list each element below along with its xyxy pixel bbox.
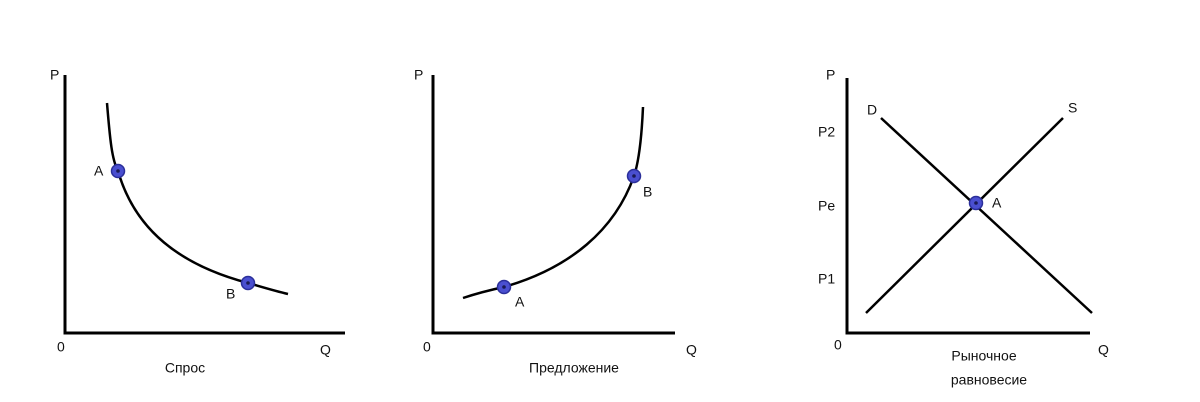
panel-title: Спрос [165, 360, 205, 376]
point-label: B [226, 286, 235, 302]
point-label: B [643, 184, 652, 200]
price-level: P1 [818, 271, 835, 287]
x-label: Q [320, 342, 331, 358]
panel-equilibrium: P 0 Q D S P2 Pe P1 A Рыночное равновесие [818, 67, 1109, 388]
price-level: Pe [818, 198, 835, 214]
x-label: Q [686, 342, 697, 358]
point-center [974, 201, 978, 205]
point-label: A [94, 163, 104, 179]
y-label: P [826, 67, 835, 83]
supply-curve [462, 106, 645, 300]
point-center [502, 285, 506, 289]
x-label: Q [1098, 342, 1109, 358]
point-label: A [992, 195, 1002, 211]
axes [431, 75, 675, 335]
point-label: A [515, 294, 525, 310]
y-label: P [414, 67, 423, 83]
supply-label: S [1068, 100, 1077, 116]
origin: 0 [57, 339, 65, 355]
panel-title: Предложение [529, 360, 619, 376]
axes [63, 75, 345, 335]
point-center [116, 169, 120, 173]
demand-curve [105, 102, 289, 296]
supply-line [865, 117, 1064, 314]
origin: 0 [834, 337, 842, 353]
demand-line [880, 117, 1093, 314]
origin: 0 [423, 339, 431, 355]
demand-label: D [867, 102, 877, 118]
point-center [246, 281, 250, 285]
panel-demand: P 0 Q A B Спрос [50, 67, 345, 376]
panel-title: равновесие [951, 372, 1027, 388]
axes [845, 78, 1090, 335]
y-label: P [50, 67, 59, 83]
point-center [632, 174, 636, 178]
price-level: P2 [818, 124, 835, 140]
panel-supply: P 0 Q A B Предложение [414, 67, 697, 376]
panel-title: Рыночное [951, 348, 1016, 364]
